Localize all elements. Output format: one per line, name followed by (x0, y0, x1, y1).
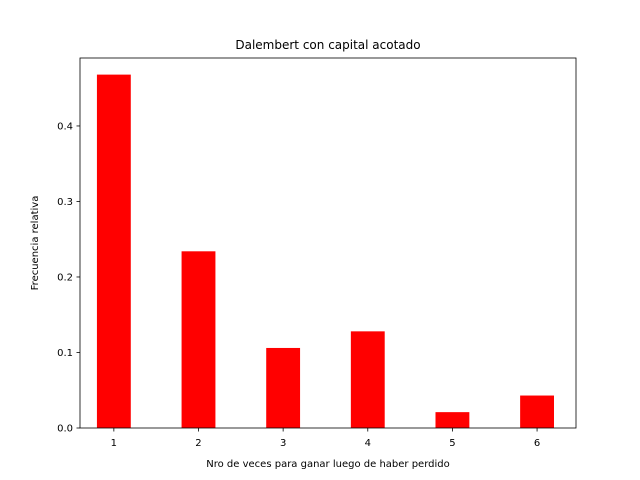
bar-5 (435, 412, 470, 428)
x-axis-ticks: 1 2 3 4 5 6 (111, 428, 540, 449)
bar-3 (266, 347, 301, 428)
x-tick-label: 2 (195, 438, 201, 449)
x-tick-label: 5 (449, 438, 455, 449)
x-tick-label: 1 (111, 438, 117, 449)
y-tick-label: 0.3 (57, 197, 73, 208)
bar-4 (350, 331, 385, 428)
bars-layer (96, 74, 554, 428)
x-tick-label: 3 (280, 438, 286, 449)
bar-2 (181, 251, 216, 428)
chart-title: Dalembert con capital acotado (235, 38, 420, 52)
y-tick-label: 0.0 (57, 424, 73, 435)
y-axis-label: Frecuencia relativa (30, 196, 41, 291)
y-axis-ticks: 0.0 0.1 0.2 0.3 0.4 (57, 121, 80, 435)
bar-6 (520, 395, 554, 428)
y-tick-label: 0.1 (57, 348, 73, 359)
y-tick-label: 0.4 (57, 121, 73, 132)
x-tick-label: 6 (534, 438, 540, 449)
x-axis-label: Nro de veces para ganar luego de haber p… (206, 459, 449, 470)
x-tick-label: 4 (365, 438, 371, 449)
y-tick-label: 0.2 (57, 272, 73, 283)
plot-frame (79, 57, 577, 429)
bar-1 (96, 74, 131, 428)
